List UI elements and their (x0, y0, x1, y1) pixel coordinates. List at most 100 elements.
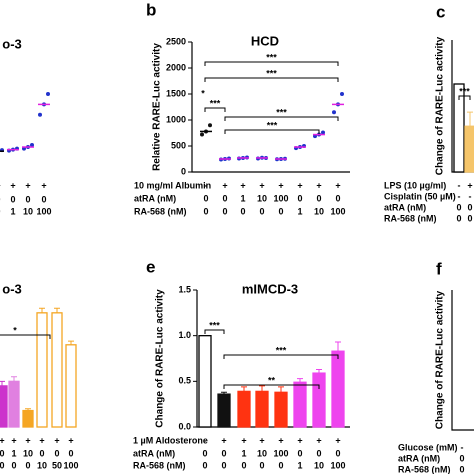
y-tick-label: 1000 (166, 114, 186, 124)
condition-label: atRA (nM) (398, 453, 440, 463)
condition-label: RA-568 (nM) (134, 206, 187, 216)
condition-value: 10 (257, 193, 267, 203)
condition-value: + (278, 435, 283, 445)
bar (255, 390, 269, 428)
condition-value: - (204, 435, 207, 445)
error-bar (11, 376, 17, 382)
condition-value: 10 (23, 206, 33, 216)
y-tick-label: 0 (181, 166, 186, 176)
condition-value: 100 (273, 448, 288, 458)
significance-label: *** (266, 52, 277, 62)
condition-label: RA-568 (nM) (398, 464, 451, 474)
error-bar (54, 307, 60, 313)
condition-value: + (240, 180, 245, 190)
bar (237, 390, 251, 428)
condition-value: 0 (259, 206, 264, 216)
condition-value: + (467, 180, 472, 190)
condition-value: 0 (459, 453, 464, 463)
error-bar (25, 408, 31, 411)
condition-value: - (458, 180, 461, 190)
condition-value: 0 (278, 206, 283, 216)
bar (65, 344, 77, 428)
error-bar (259, 385, 265, 392)
condition-value: 0 (221, 460, 226, 470)
bar (36, 312, 48, 428)
bar (453, 83, 465, 173)
error-bar (278, 386, 284, 393)
significance-bracket (204, 61, 339, 66)
significance-bracket (204, 77, 339, 82)
condition-value: 0 (316, 193, 321, 203)
condition-value: 0 (11, 460, 16, 470)
bar (8, 380, 20, 428)
axes (451, 290, 474, 431)
error-bar (221, 391, 227, 395)
condition-value: 100 (273, 193, 288, 203)
condition-value: + (54, 435, 59, 445)
condition-value: 0 (41, 194, 46, 204)
y-axis-label: Change of RARE-Luc activity (435, 36, 446, 175)
condition-value: - (205, 180, 208, 190)
chart-title: mIMCD-3 (242, 281, 298, 296)
data-point (200, 132, 204, 137)
condition-value: 0 (297, 193, 302, 203)
condition-value: 1 (241, 448, 246, 458)
error-bar (297, 378, 303, 383)
condition-value: 0 (0, 448, 5, 458)
condition-value: 0 (39, 448, 44, 458)
condition-value: - (469, 191, 472, 201)
significance-bracket (458, 95, 471, 100)
condition-value: + (335, 180, 340, 190)
condition-value: + (297, 435, 302, 445)
significance-label: *** (210, 98, 221, 108)
chart-title: HCD (251, 33, 279, 48)
condition-value: + (221, 435, 226, 445)
y-tick-label: 1.0 (178, 330, 191, 340)
significance-label: *** (267, 120, 278, 130)
condition-value: 0 (222, 193, 227, 203)
condition-value: 0 (10, 194, 15, 204)
y-axis-label: Change of RARE-Luc activity (155, 289, 166, 428)
condition-value: 0 (25, 460, 30, 470)
significance-bracket (204, 329, 225, 334)
condition-label: atRA (nM) (133, 448, 175, 458)
significance-bracket (224, 129, 320, 134)
y-axis-label: Relative RARE-Luc activity (152, 43, 163, 171)
panel-letter: c (436, 2, 445, 21)
condition-value: 0 (459, 464, 464, 474)
y-tick-label: 0.0 (178, 421, 191, 431)
condition-value: + (39, 435, 44, 445)
error-bar (68, 340, 74, 345)
condition-value: + (68, 435, 73, 445)
bar (51, 312, 63, 428)
condition-value: 0 (25, 194, 30, 204)
condition-value: + (11, 435, 16, 445)
condition-value: 0 (240, 206, 245, 216)
condition-value: + (25, 435, 30, 445)
error-bar (241, 386, 247, 392)
condition-value: - (458, 191, 461, 201)
error-bar (39, 307, 45, 313)
condition-value: 0 (297, 448, 302, 458)
bar (22, 409, 34, 428)
condition-value: 0 (335, 193, 340, 203)
significance-label: ** (268, 375, 276, 385)
condition-label: 1 µM Aldosterone (133, 435, 208, 445)
bar (198, 335, 212, 428)
condition-value: 0 (278, 460, 283, 470)
condition-value: 10 (314, 460, 324, 470)
bar (312, 372, 326, 428)
condition-value: 10 (23, 448, 33, 458)
condition-value: 100 (330, 206, 345, 216)
data-point (340, 92, 344, 96)
y-tick-label: 2500 (166, 36, 186, 46)
chart-title: o-3 (2, 36, 22, 51)
significance-bracket (0, 334, 51, 339)
bar (274, 391, 288, 428)
condition-value: + (222, 180, 227, 190)
error-bar (0, 380, 5, 386)
data-point (208, 123, 212, 128)
significance-bracket (224, 116, 339, 121)
bar (293, 381, 307, 428)
